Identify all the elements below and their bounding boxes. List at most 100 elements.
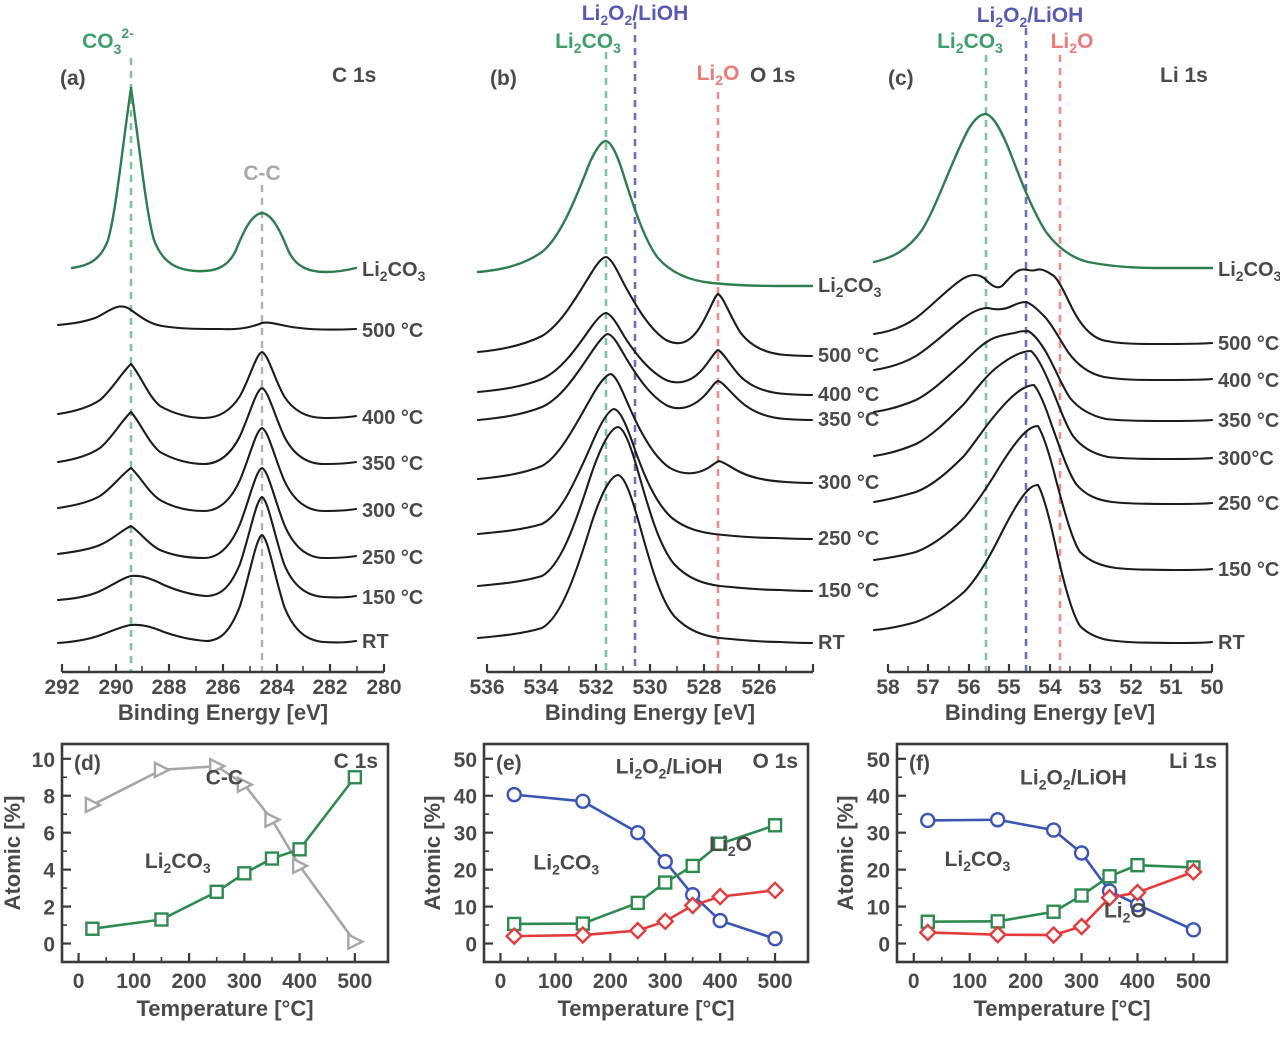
svg-text:40: 40 [454, 786, 477, 809]
panel-region-c1s: C 1s [332, 64, 376, 87]
data-point [1072, 917, 1091, 936]
data-point [989, 812, 1006, 828]
data-point [1046, 904, 1061, 919]
y-axis-label: Atomic [%] [833, 796, 858, 911]
trace-label-350c: 350 °C [362, 453, 423, 475]
spectrum-reference-li2co3 [476, 139, 814, 288]
svg-text:200: 200 [593, 970, 628, 993]
trace-label-400c: 400 °C [362, 407, 423, 429]
svg-text:0: 0 [73, 970, 85, 993]
spectrum-350c [872, 329, 1214, 423]
trace-label-300c: 300°C [1218, 448, 1274, 470]
trace-label-400c: 400 °C [1218, 370, 1279, 392]
data-point [506, 786, 522, 803]
svg-text:6: 6 [43, 823, 55, 846]
trace-label-250c: 250 °C [818, 528, 879, 550]
data-point [918, 923, 937, 942]
svg-text:300: 300 [648, 970, 683, 993]
x-tick-label-c-3: 55 [997, 676, 1021, 699]
x-tick-label-c-2: 56 [957, 676, 980, 699]
spectrum-250c [872, 383, 1214, 506]
spectrum-reference-li2co3 [70, 86, 358, 274]
x-tick-label-c-5: 53 [1078, 676, 1101, 699]
data-point [1130, 857, 1145, 873]
data-point [264, 851, 280, 866]
panel-f-li1s-atomic: 0 10 20 30 40 50 0 100 200 300 400 500 Temperature [… [833, 730, 1280, 1040]
svg-text:0: 0 [43, 934, 55, 957]
x-tick-label-a-2: 288 [151, 676, 186, 699]
x-tick-label-a-5: 282 [312, 676, 347, 699]
trace-label-300c: 300 °C [362, 500, 423, 522]
trace-label-150c: 150 °C [362, 587, 423, 609]
x-tick-label-c-1: 57 [916, 676, 939, 699]
spectrum-350c [476, 332, 814, 422]
svg-text:8: 8 [43, 786, 55, 809]
data-point [767, 931, 783, 947]
data-point [573, 925, 593, 945]
panel-tag-b: (b) [490, 67, 517, 90]
data-point [1185, 922, 1202, 938]
spectrum-300c [56, 426, 358, 513]
x-tick-label-b-1: 534 [523, 676, 558, 699]
svg-text:100: 100 [116, 970, 151, 993]
spectrum-400c [476, 311, 814, 397]
data-point [630, 895, 645, 911]
marker-label-co3: CO32- [82, 25, 134, 57]
data-point [209, 757, 227, 776]
svg-text:400: 400 [703, 970, 738, 993]
svg-text:200: 200 [1008, 970, 1043, 993]
marker-label-li2o: Li2O [697, 62, 740, 88]
panel-tag: (f) [909, 752, 930, 775]
svg-text:30: 30 [867, 823, 890, 846]
svg-text:10: 10 [867, 897, 890, 920]
x-tick-label-b-5: 526 [741, 676, 776, 699]
marker-label-li2o2-lioh: Li2O2/LiOH [977, 4, 1084, 30]
series-line [927, 870, 1194, 937]
panel-region: C 1s [334, 750, 378, 773]
data-point [767, 818, 783, 833]
trace-label-250c: 250 °C [362, 547, 423, 569]
data-point [154, 912, 169, 927]
data-point [84, 796, 103, 814]
data-point [153, 760, 172, 779]
data-point [264, 810, 283, 829]
series-annotation: C-C [206, 767, 243, 790]
svg-text:30: 30 [454, 823, 477, 846]
y-axis-label: Atomic [%] [420, 796, 445, 911]
svg-text:2: 2 [43, 897, 55, 920]
x-tick-label-c-7: 51 [1159, 676, 1183, 699]
trace-label-reference: Li2CO3 [818, 275, 882, 300]
panel-region: O 1s [752, 750, 798, 773]
spectrum-350c [56, 386, 358, 466]
svg-text:0: 0 [878, 934, 890, 957]
data-point [1184, 862, 1203, 882]
series-annotation: Li2O2/LiOH [616, 756, 723, 782]
svg-text:20: 20 [454, 860, 477, 883]
data-point [1102, 869, 1117, 884]
panel-d-c1s-atomic: 0 2 4 6 8 10 0 100 200 300 400 500 Temperature [°C] A… [0, 730, 440, 1040]
trace-label-350c: 350 °C [818, 409, 879, 431]
x-tick-label-c-6: 52 [1119, 676, 1142, 699]
spectrum-150c [476, 425, 814, 593]
spectrum-500c [476, 255, 814, 358]
spectrum-300c [476, 372, 814, 485]
data-point [710, 887, 730, 906]
x-tick-label-b-3: 530 [632, 676, 667, 699]
panel-region-o1s: O 1s [750, 64, 796, 87]
svg-text:0: 0 [495, 970, 507, 993]
data-point [347, 770, 363, 785]
svg-text:10: 10 [454, 897, 477, 920]
data-point [292, 842, 307, 857]
data-point [628, 921, 647, 940]
svg-text:0: 0 [465, 934, 477, 957]
data-point [237, 866, 252, 881]
series-annotation: Li2O [1104, 900, 1147, 926]
marker-label-li2o2-lioh: Li2O2/LiOH [582, 2, 689, 28]
trace-label-500c: 500 °C [362, 320, 423, 342]
spectrum-400c [872, 300, 1214, 382]
series-line [92, 776, 356, 931]
data-point [988, 925, 1007, 944]
data-point [505, 926, 524, 946]
svg-text:20: 20 [867, 860, 890, 883]
panel-tag: (e) [496, 752, 522, 775]
